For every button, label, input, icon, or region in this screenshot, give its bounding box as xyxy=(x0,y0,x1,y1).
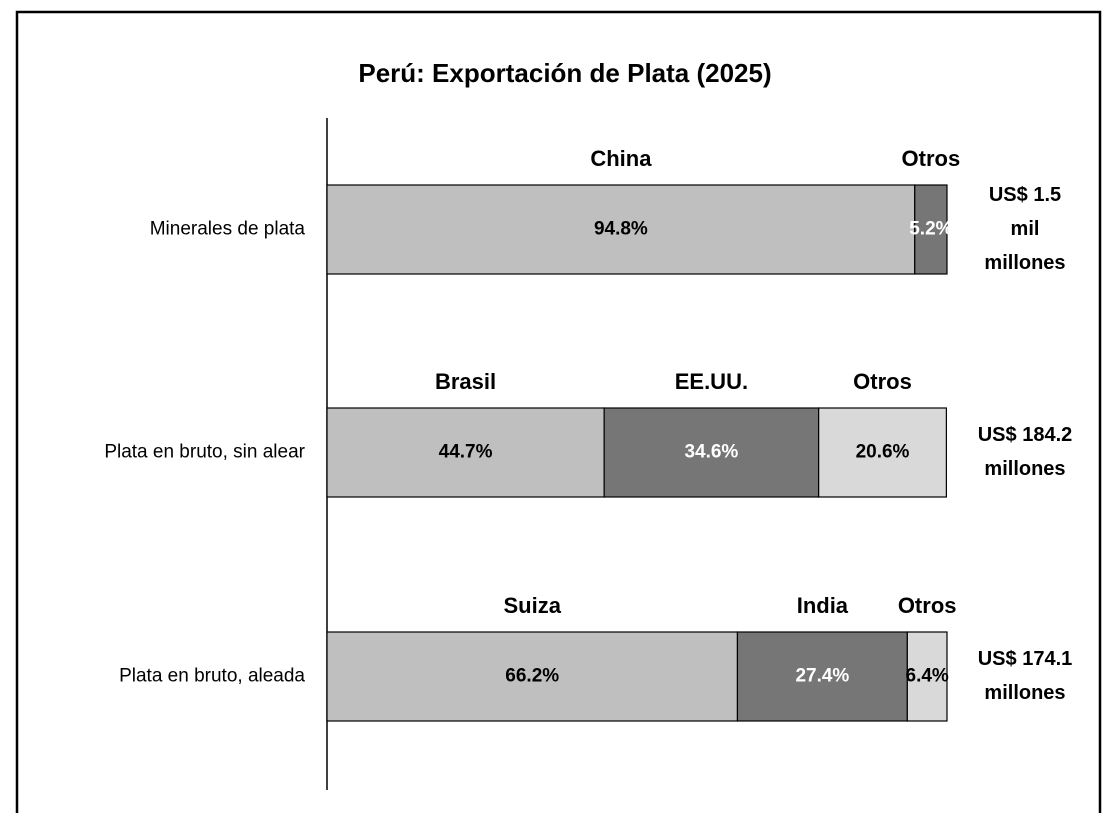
value-label: 34.6% xyxy=(684,442,738,463)
segment-name: Otros xyxy=(902,146,961,171)
total-label: US$ 174.1 xyxy=(978,648,1073,670)
segment-name: China xyxy=(590,146,652,171)
value-label: 5.2% xyxy=(909,219,952,240)
bar-segment xyxy=(326,184,916,275)
bar-segment xyxy=(326,631,739,722)
category-label: Plata en bruto, aleada xyxy=(119,666,305,687)
bar-segment xyxy=(818,407,947,498)
bar-segment xyxy=(326,407,605,498)
segment-name: Suiza xyxy=(503,593,561,618)
total-label: millones xyxy=(984,458,1065,480)
value-label: 44.7% xyxy=(439,442,493,463)
value-label: 94.8% xyxy=(594,219,648,240)
chart-title: Perú: Exportación de Plata (2025) xyxy=(358,58,771,88)
segment-name: India xyxy=(797,593,849,618)
value-label: 66.2% xyxy=(505,666,559,687)
segment-name: Brasil xyxy=(435,369,496,394)
segment-name: Otros xyxy=(853,369,912,394)
total-label: millones xyxy=(984,252,1065,274)
bar-segment xyxy=(906,631,948,722)
category-label: Minerales de plata xyxy=(150,219,306,240)
total-label: US$ 1.5 xyxy=(989,184,1061,206)
bar-segment xyxy=(603,407,820,498)
segment-name: EE.UU. xyxy=(675,369,748,394)
value-label: 20.6% xyxy=(856,442,910,463)
total-label: US$ 184.2 xyxy=(978,424,1073,446)
total-label: mil xyxy=(1011,218,1040,240)
value-label: 27.4% xyxy=(795,666,849,687)
value-label: 6.4% xyxy=(906,666,949,687)
category-label: Plata en bruto, sin alear xyxy=(104,442,305,463)
total-label: millones xyxy=(984,682,1065,704)
bar-segment xyxy=(736,631,908,722)
bar-segment xyxy=(914,184,948,275)
segment-name: Otros xyxy=(898,593,957,618)
